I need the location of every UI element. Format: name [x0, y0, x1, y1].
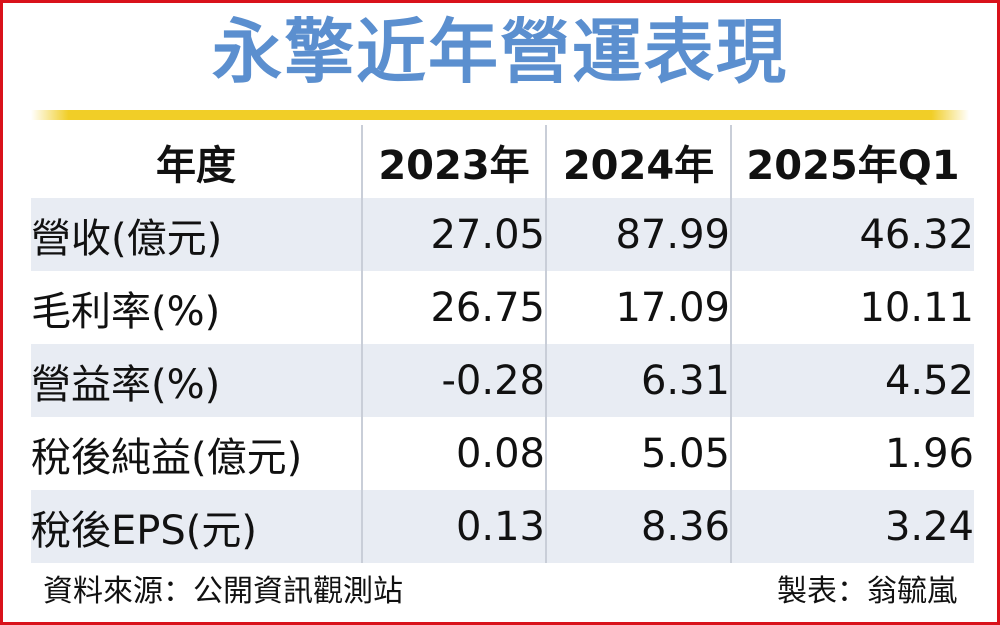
title-underline-bar — [31, 110, 969, 120]
table-row-gross-margin: 毛利率(%) 26.75 17.09 10.11 — [31, 271, 974, 344]
table-header-row: 年度 2023年 2024年 2025年Q1 — [31, 125, 974, 198]
row-label: 稅後EPS(元) — [31, 490, 362, 563]
cell-2024: 5.05 — [545, 417, 731, 490]
page-title: 永擎近年營運表現 — [212, 11, 788, 93]
cell-2023: 0.08 — [361, 417, 546, 490]
financial-table: 年度 2023年 2024年 2025年Q1 營收(億元) 27.05 87.9… — [31, 125, 974, 563]
table-row-operating-margin: 營益率(%) -0.28 6.31 4.52 — [31, 344, 974, 417]
row-label: 營收(億元) — [31, 198, 362, 271]
cell-2024: 8.36 — [545, 490, 731, 563]
cell-2025q1: 10.11 — [730, 271, 974, 344]
cell-2023: -0.28 — [361, 344, 546, 417]
header-year: 年度 — [156, 142, 236, 189]
cell-2024: 17.09 — [545, 271, 731, 344]
table-row-net-income: 稅後純益(億元) 0.08 5.05 1.96 — [31, 417, 974, 490]
cell-2024: 6.31 — [545, 344, 731, 417]
cell-2025q1: 1.96 — [730, 417, 974, 490]
author-credit: 製表：翁毓嵐 — [777, 574, 957, 609]
cell-2023: 26.75 — [361, 271, 546, 344]
cell-2025q1: 46.32 — [730, 198, 974, 271]
header-2023: 2023年 — [361, 125, 546, 198]
row-label: 營益率(%) — [31, 344, 362, 417]
cell-2023: 27.05 — [361, 198, 546, 271]
cell-2025q1: 3.24 — [730, 490, 974, 563]
table-row-revenue: 營收(億元) 27.05 87.99 46.32 — [31, 198, 974, 271]
header-2024: 2024年 — [545, 125, 731, 198]
row-label: 稅後純益(億元) — [31, 434, 303, 481]
footer: 資料來源：公開資訊觀測站 製表：翁毓嵐 — [31, 570, 969, 614]
cell-2024: 87.99 — [545, 198, 731, 271]
source-note: 資料來源：公開資訊觀測站 — [43, 574, 403, 609]
row-label: 毛利率(%) — [31, 288, 221, 335]
table-row-eps: 稅後EPS(元) 0.13 8.36 3.24 — [31, 490, 974, 563]
cell-2023: 0.13 — [361, 490, 546, 563]
cell-2025q1: 4.52 — [730, 344, 974, 417]
header-2025q1: 2025年Q1 — [730, 125, 974, 198]
